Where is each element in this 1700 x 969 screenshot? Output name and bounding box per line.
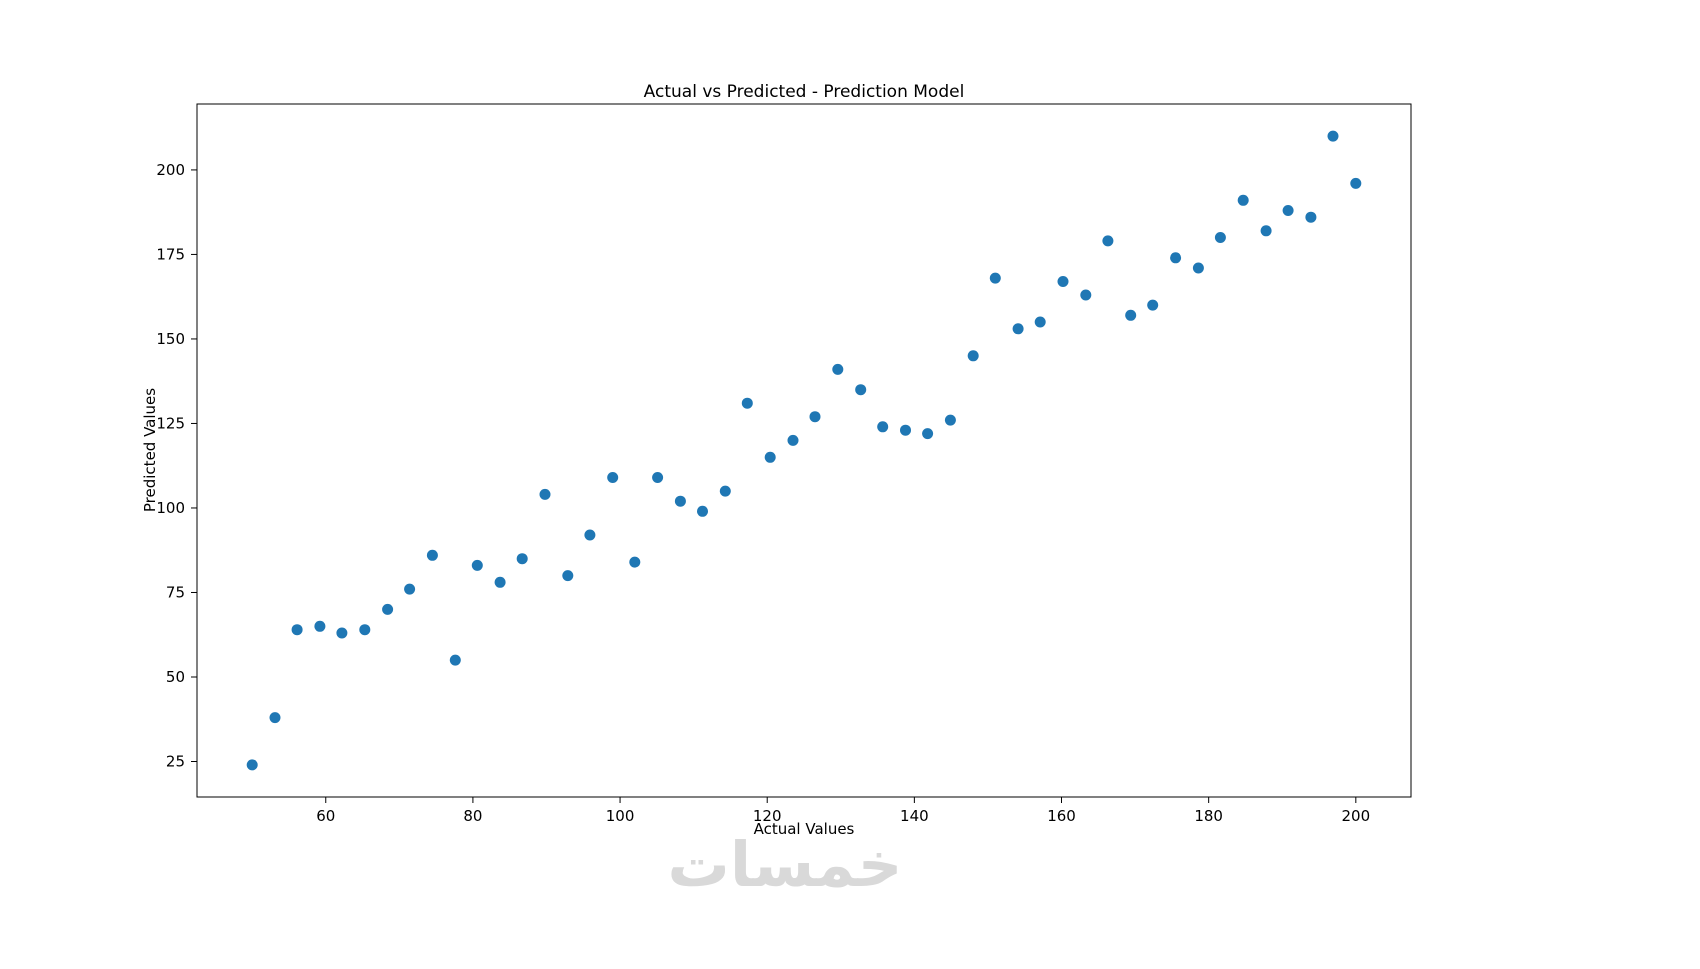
data-point — [922, 428, 934, 440]
data-point — [1147, 299, 1159, 311]
data-point — [1080, 289, 1092, 301]
data-point — [877, 421, 889, 433]
data-point — [900, 424, 911, 436]
data-point — [719, 485, 731, 497]
x-tick-label: 200 — [1341, 807, 1370, 825]
y-tick-label: 125 — [156, 414, 185, 432]
x-tick-label: 160 — [1047, 807, 1076, 825]
data-point — [674, 495, 686, 507]
data-point — [1327, 130, 1339, 142]
data-point — [832, 363, 844, 375]
y-tick-label: 200 — [156, 161, 185, 179]
data-point — [382, 603, 394, 615]
data-point — [314, 620, 326, 632]
x-tick-label: 100 — [606, 807, 635, 825]
data-point — [1057, 276, 1069, 287]
data-point — [1214, 232, 1226, 243]
data-point — [562, 570, 574, 582]
x-tick-label: 180 — [1194, 807, 1223, 825]
y-axis-label: Predicted Values — [141, 387, 159, 513]
data-point — [1034, 316, 1046, 328]
data-point — [1012, 323, 1024, 335]
data-point — [1350, 177, 1362, 189]
x-axis-label: Actual Values — [753, 820, 855, 838]
data-point — [1125, 309, 1137, 321]
data-point — [539, 488, 551, 500]
y-tick-label: 75 — [166, 583, 185, 601]
data-point — [967, 350, 979, 362]
data-point — [426, 549, 438, 561]
x-tick-label: 120 — [753, 807, 782, 825]
x-tick-label: 140 — [900, 807, 929, 825]
y-tick-label: 50 — [166, 668, 185, 686]
data-point — [697, 505, 708, 517]
y-tick-label: 150 — [156, 330, 185, 348]
data-point — [855, 384, 867, 396]
data-point — [1102, 235, 1114, 247]
data-point — [652, 472, 664, 483]
data-point — [246, 759, 258, 771]
data-point — [471, 559, 483, 571]
y-tick-label: 100 — [156, 499, 185, 517]
plot-frame — [196, 103, 1412, 798]
data-point — [449, 654, 461, 666]
data-point — [404, 583, 416, 595]
data-point — [1192, 262, 1204, 274]
data-point — [607, 472, 619, 483]
data-point — [1260, 225, 1272, 237]
data-point — [584, 529, 596, 541]
data-point — [516, 553, 528, 565]
data-point — [741, 397, 753, 409]
data-point — [1170, 252, 1182, 264]
data-point — [989, 272, 1001, 284]
y-tick-label: 175 — [156, 245, 185, 263]
data-point — [1237, 194, 1249, 206]
data-point — [787, 434, 799, 446]
data-point — [944, 414, 956, 426]
y-tick-label: 25 — [166, 753, 185, 771]
x-tick-label: 60 — [316, 807, 335, 825]
data-point — [291, 624, 303, 636]
data-point — [809, 411, 821, 423]
x-tick-label: 80 — [463, 807, 482, 825]
data-point — [336, 627, 348, 639]
data-point — [1305, 211, 1317, 223]
data-point — [629, 556, 641, 568]
chart-title: Actual vs Predicted - Prediction Model — [643, 82, 965, 102]
watermark-text: خمسات — [667, 828, 903, 901]
data-point — [1282, 205, 1294, 216]
data-point — [494, 576, 506, 588]
data-point — [269, 712, 281, 724]
data-point — [359, 624, 371, 636]
data-point — [764, 451, 776, 463]
